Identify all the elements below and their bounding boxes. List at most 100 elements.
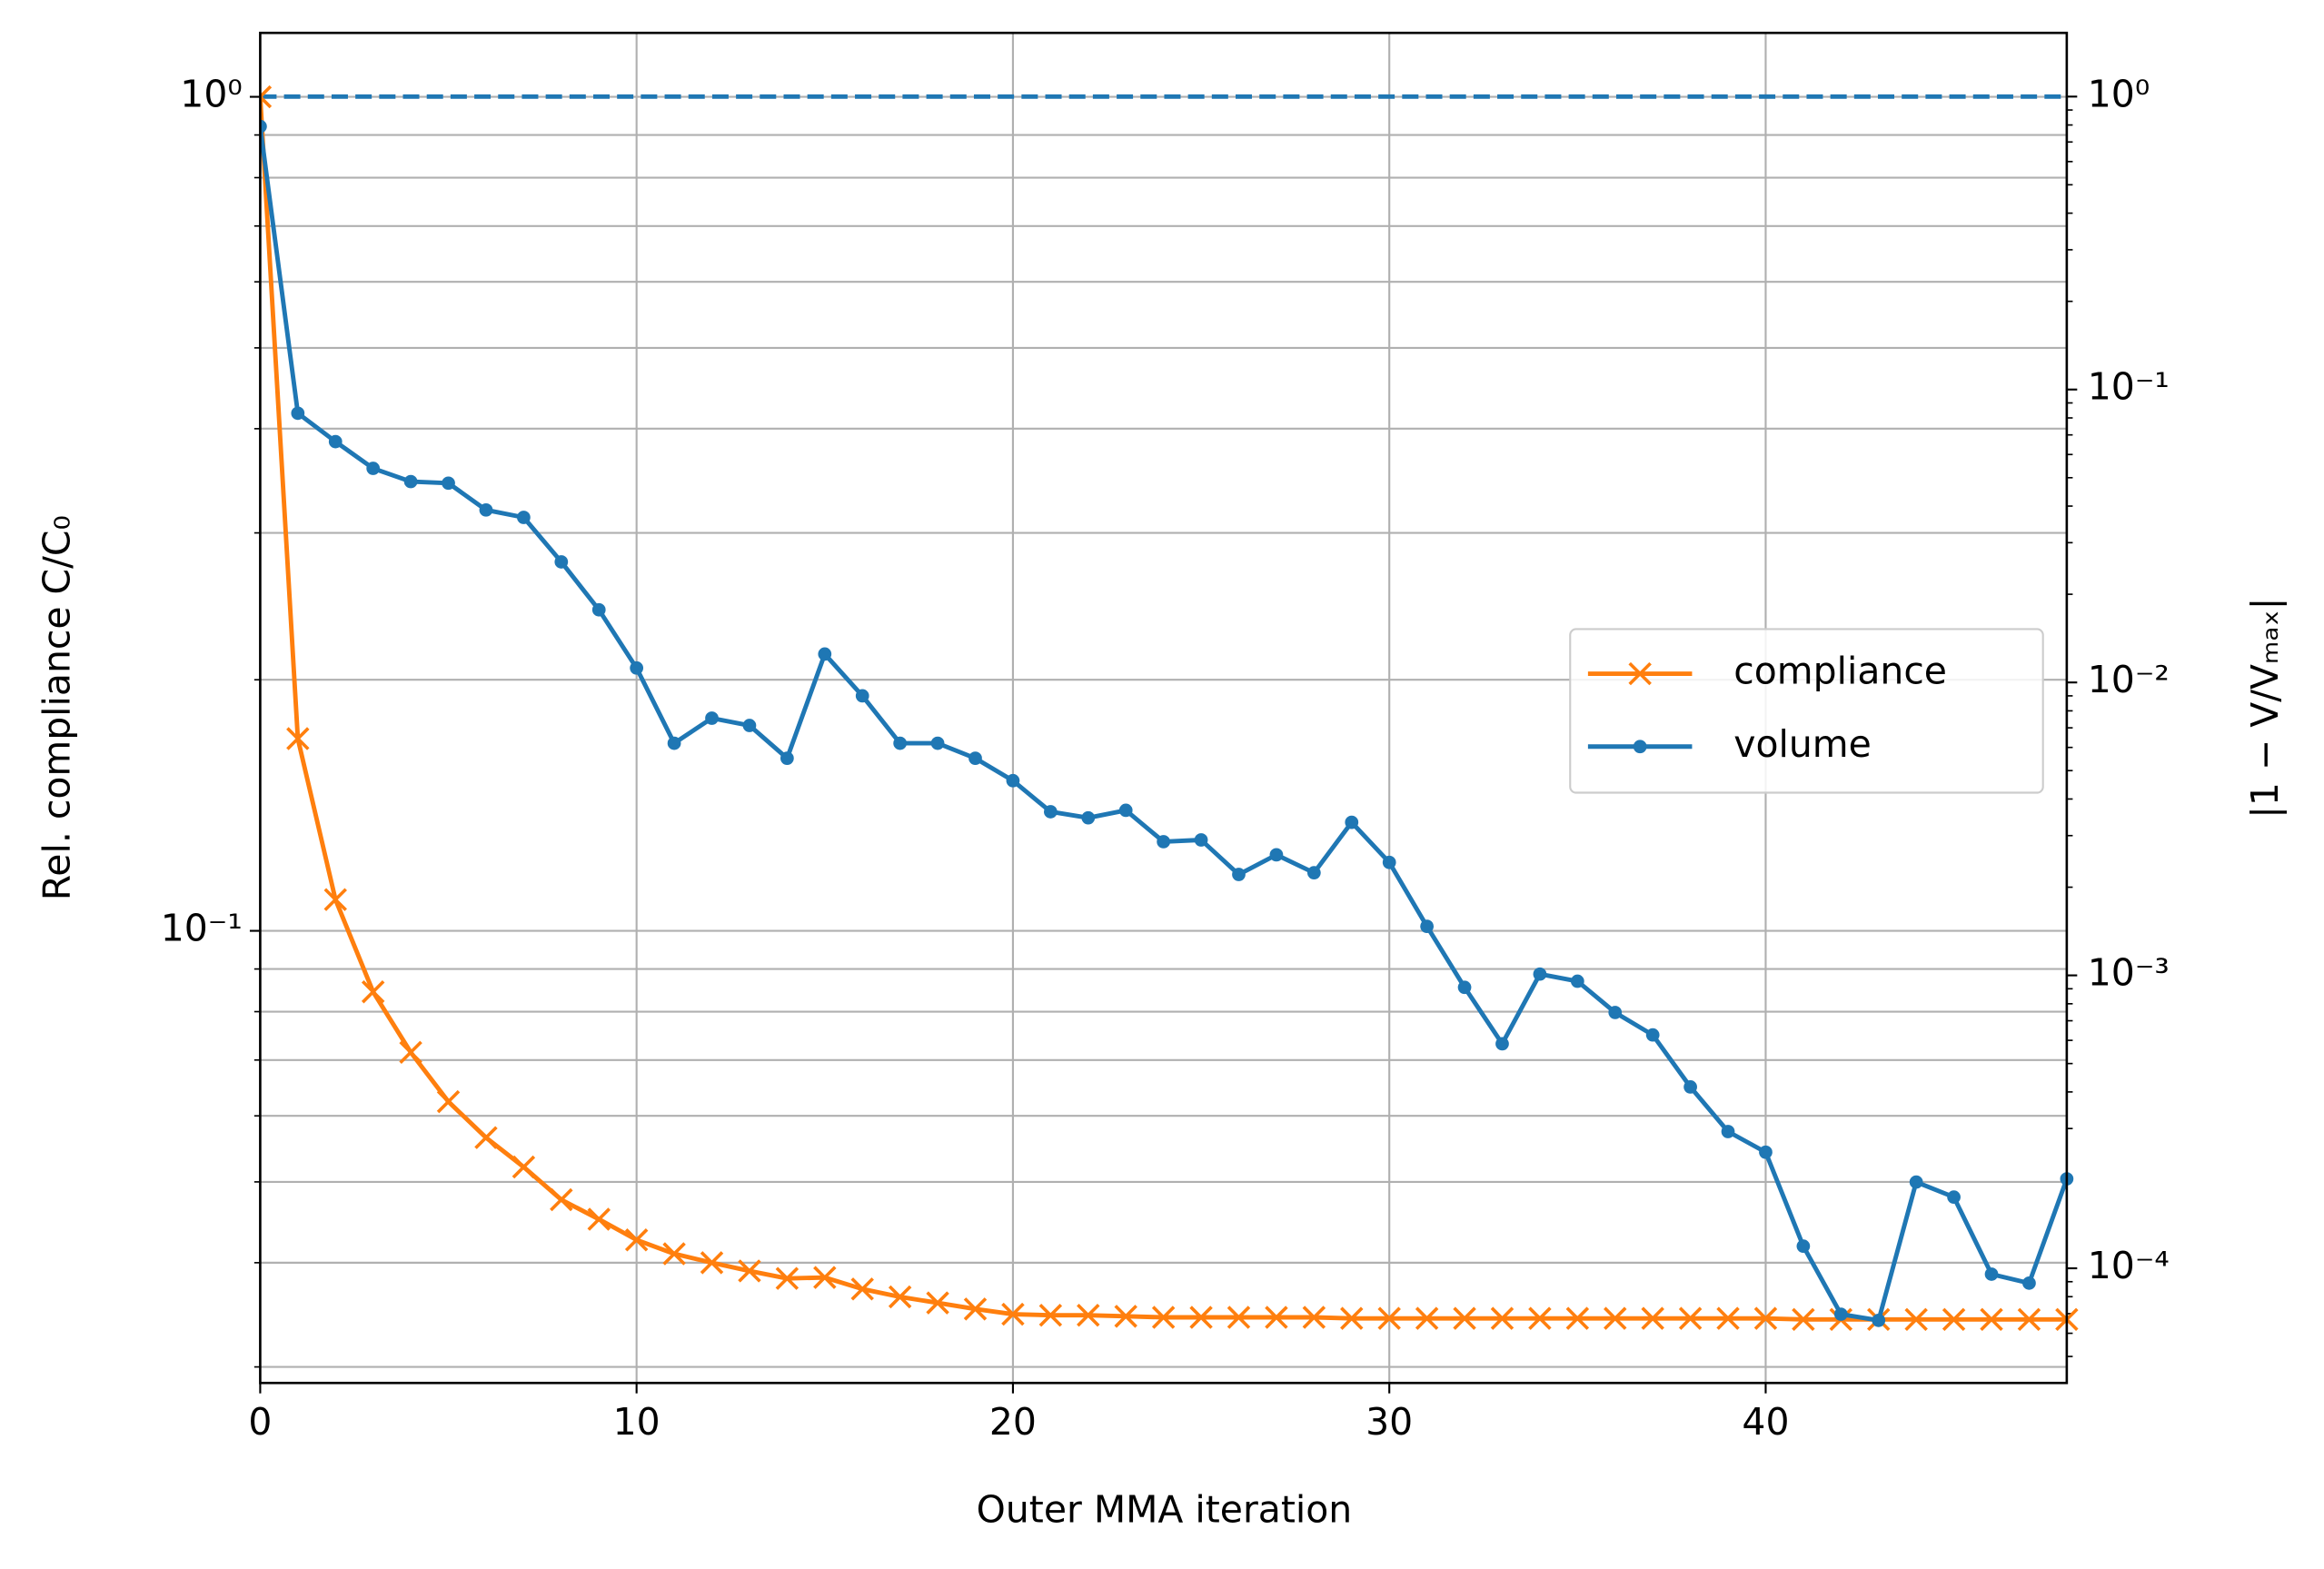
- marker-dot: [328, 434, 343, 449]
- marker-dot: [442, 476, 455, 491]
- marker-dot: [1683, 1080, 1697, 1094]
- x-tick-label: 0: [248, 1400, 272, 1444]
- marker-x: [1227, 1306, 1251, 1329]
- marker-dot: [1306, 866, 1321, 880]
- marker-x: [361, 979, 385, 1004]
- marker-x: [775, 1266, 799, 1290]
- marker-dot: [260, 119, 267, 134]
- marker-dot: [742, 719, 757, 732]
- marker-dot: [1759, 1145, 1773, 1159]
- marker-dot: [1608, 1006, 1623, 1019]
- marker-x: [926, 1291, 949, 1315]
- marker-dot: [1157, 835, 1171, 849]
- marker-x: [1565, 1306, 1590, 1330]
- marker-x: [624, 1228, 649, 1252]
- marker-dot: [1345, 815, 1359, 829]
- marker-dot: [1043, 805, 1058, 819]
- marker-dot: [667, 736, 681, 750]
- marker-dot: [1194, 833, 1208, 847]
- legend-box: [1569, 628, 2044, 794]
- legend: compliance volume: [1569, 628, 2044, 794]
- marker-dot: [1081, 810, 1096, 825]
- legend-label: compliance: [1733, 650, 1947, 693]
- marker-x: [963, 1297, 988, 1321]
- marker-dot: [1721, 1125, 1735, 1138]
- marker-x: [1453, 1306, 1476, 1330]
- y-tick-label: 10⁻¹: [161, 907, 243, 950]
- marker-x: [1490, 1306, 1515, 1330]
- y-tick-label: 10⁰: [180, 73, 242, 116]
- marker-x: [1377, 1306, 1401, 1330]
- marker-x: [1265, 1306, 1288, 1329]
- marker-dot: [1269, 848, 1284, 862]
- marker-x: [286, 727, 310, 750]
- x-tick-label: 40: [1742, 1400, 1789, 1444]
- marker-x: [1528, 1306, 1552, 1330]
- marker-dot: [818, 647, 832, 661]
- marker-dot: [1984, 1267, 1999, 1281]
- marker-x: [1942, 1307, 1966, 1332]
- marker-dot: [1909, 1175, 1923, 1189]
- axes-frame: [259, 31, 2069, 1385]
- marker-dot: [1533, 967, 1547, 981]
- marker-x: [436, 1089, 461, 1114]
- marker-x: [260, 84, 273, 109]
- grid: [259, 33, 2067, 1384]
- y2-tick-label: 10⁻³: [2088, 951, 2170, 995]
- marker-dot: [1420, 919, 1434, 934]
- marker-x: [511, 1155, 536, 1179]
- marker-dot: [968, 751, 982, 765]
- plot-area: [260, 84, 2079, 1332]
- marker-x: [662, 1242, 686, 1266]
- x-tick-label: 10: [613, 1400, 660, 1444]
- marker-x: [1716, 1306, 1740, 1330]
- marker-dot: [705, 711, 719, 725]
- marker-x: [1001, 1302, 1025, 1326]
- y2-tick-label: 10⁰: [2088, 72, 2150, 115]
- marker-x: [813, 1266, 837, 1289]
- marker-dot: [1570, 974, 1584, 988]
- marker-x: [850, 1277, 874, 1301]
- legend-marker: [1628, 661, 1652, 686]
- marker-dot: [1495, 1037, 1509, 1051]
- marker-dot: [403, 474, 418, 489]
- x-tick-label: 20: [989, 1400, 1037, 1444]
- marker-dot: [930, 736, 945, 750]
- marker-x: [1340, 1306, 1364, 1330]
- marker-dot: [1872, 1313, 1886, 1327]
- y2-tick-label: 10⁻¹: [2088, 365, 2170, 409]
- marker-x: [1604, 1306, 1627, 1330]
- marker-dot: [591, 602, 606, 617]
- marker-x: [399, 1040, 422, 1065]
- marker-x: [2017, 1307, 2041, 1332]
- marker-dot: [1382, 855, 1396, 869]
- legend-marker: [1633, 740, 1647, 754]
- marker-x: [1038, 1303, 1063, 1327]
- marker-x: [1302, 1306, 1326, 1329]
- marker-x: [1641, 1306, 1664, 1330]
- marker-dot: [1006, 773, 1020, 788]
- marker-x: [1753, 1306, 1778, 1330]
- marker-dot: [1645, 1028, 1660, 1042]
- marker-x: [1792, 1307, 1815, 1332]
- y-axis-label: Rel. compliance C/C₀: [35, 515, 78, 900]
- marker-x: [1114, 1305, 1137, 1328]
- marker-dot: [893, 736, 908, 750]
- y2-axis-label: |1 − V/Vₘₐₓ|: [2243, 598, 2287, 819]
- marker-x: [1980, 1307, 2003, 1332]
- marker-dot: [1118, 803, 1133, 818]
- marker-dot: [366, 462, 381, 475]
- y2-tick-label: 10⁻⁴: [2088, 1244, 2170, 1287]
- marker-x: [700, 1251, 724, 1275]
- marker-x: [550, 1187, 573, 1212]
- marker-x: [1151, 1306, 1176, 1329]
- marker-x: [1678, 1306, 1703, 1330]
- marker-x: [1189, 1306, 1213, 1329]
- x-axis-label: Outer MMA iteration: [977, 1488, 1353, 1532]
- marker-dot: [1457, 980, 1472, 995]
- marker-dot: [630, 660, 644, 675]
- marker-x: [1077, 1303, 1100, 1327]
- marker-dot: [554, 555, 569, 569]
- marker-dot: [517, 511, 531, 524]
